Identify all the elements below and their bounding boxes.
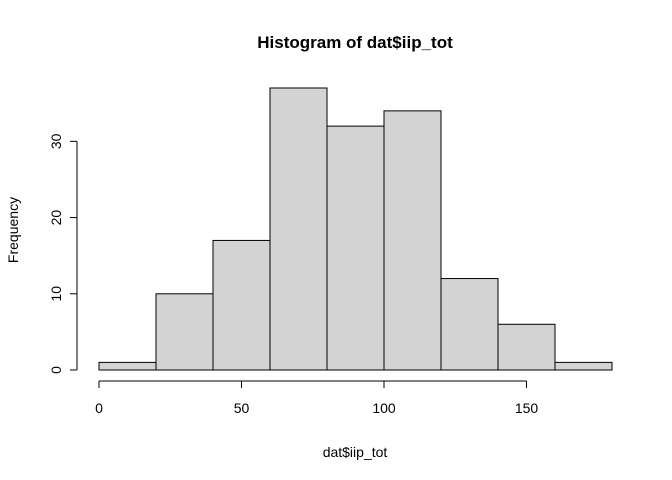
histogram-bar-140-160 [497,323,556,371]
histogram-bars [98,87,613,371]
x-axis: 0 50 100 150 [95,380,539,416]
chart-title: Histogram of dat$iip_tot [257,33,453,52]
histogram-bar-20-40 [155,293,214,371]
x-axis-label: dat$iip_tot [323,444,388,460]
histogram-bar-60-80 [269,87,328,371]
x-tick-label-0: 0 [95,400,103,416]
y-axis-label: Frequency [5,197,21,263]
y-tick-label-30: 30 [48,133,64,149]
y-tick-label-0: 0 [48,366,64,374]
histogram-bar-0-20 [98,361,157,371]
histogram-bar-40-60 [212,239,271,371]
histogram-bar-100-120 [383,110,442,371]
histogram-bar-120-140 [440,278,499,371]
x-tick-label-50: 50 [234,400,250,416]
y-axis: 0 10 20 30 [48,133,78,374]
histogram-bar-160-180 [554,361,613,371]
y-tick-label-20: 20 [48,210,64,226]
x-tick-label-150: 150 [515,400,539,416]
y-tick-label-10: 10 [48,286,64,302]
x-tick-label-100: 100 [372,400,396,416]
histogram-bar-80-100 [326,125,385,371]
